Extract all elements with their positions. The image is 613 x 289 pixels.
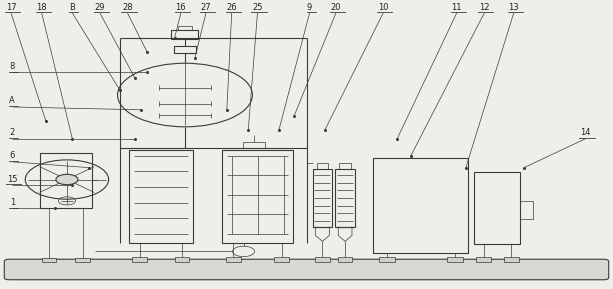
Bar	[335, 169, 355, 227]
Text: 16: 16	[175, 3, 186, 12]
Bar	[275, 257, 289, 262]
Text: 17: 17	[6, 3, 17, 12]
Text: 11: 11	[451, 3, 462, 12]
Text: B: B	[69, 3, 75, 12]
Bar	[223, 150, 293, 243]
Bar	[520, 201, 533, 219]
Bar	[313, 169, 332, 227]
Bar	[226, 257, 241, 262]
FancyBboxPatch shape	[4, 259, 609, 280]
Text: 6: 6	[10, 151, 15, 160]
Text: 2: 2	[10, 128, 15, 137]
Bar	[175, 257, 189, 262]
Bar	[379, 257, 395, 262]
Bar	[338, 257, 352, 262]
Bar	[174, 46, 196, 53]
Bar	[476, 257, 491, 262]
Text: 28: 28	[122, 3, 133, 12]
Text: 8: 8	[10, 62, 15, 71]
Bar	[447, 257, 463, 262]
Bar	[504, 257, 519, 262]
Bar	[316, 163, 329, 169]
Text: 20: 20	[330, 3, 341, 12]
Bar	[178, 26, 192, 30]
Text: 1: 1	[10, 198, 15, 207]
Bar	[373, 158, 468, 253]
Text: 27: 27	[200, 3, 211, 12]
Text: A: A	[9, 97, 15, 105]
Text: 25: 25	[252, 3, 263, 12]
Bar	[132, 257, 147, 262]
Bar	[42, 258, 56, 262]
Text: 12: 12	[479, 3, 490, 12]
Bar	[172, 30, 199, 39]
Text: 26: 26	[226, 3, 237, 12]
Text: 9: 9	[307, 3, 312, 12]
Bar	[339, 163, 351, 169]
Text: 13: 13	[508, 3, 519, 12]
Text: 14: 14	[580, 128, 591, 137]
Text: 18: 18	[36, 3, 47, 12]
Bar	[75, 258, 90, 262]
Bar	[243, 142, 265, 148]
Text: 15: 15	[7, 175, 18, 184]
Bar	[315, 257, 330, 262]
Text: 10: 10	[378, 3, 389, 12]
Circle shape	[56, 174, 78, 185]
Text: 29: 29	[94, 3, 105, 12]
Bar	[129, 150, 193, 243]
Bar	[40, 153, 92, 208]
Bar	[474, 172, 520, 244]
